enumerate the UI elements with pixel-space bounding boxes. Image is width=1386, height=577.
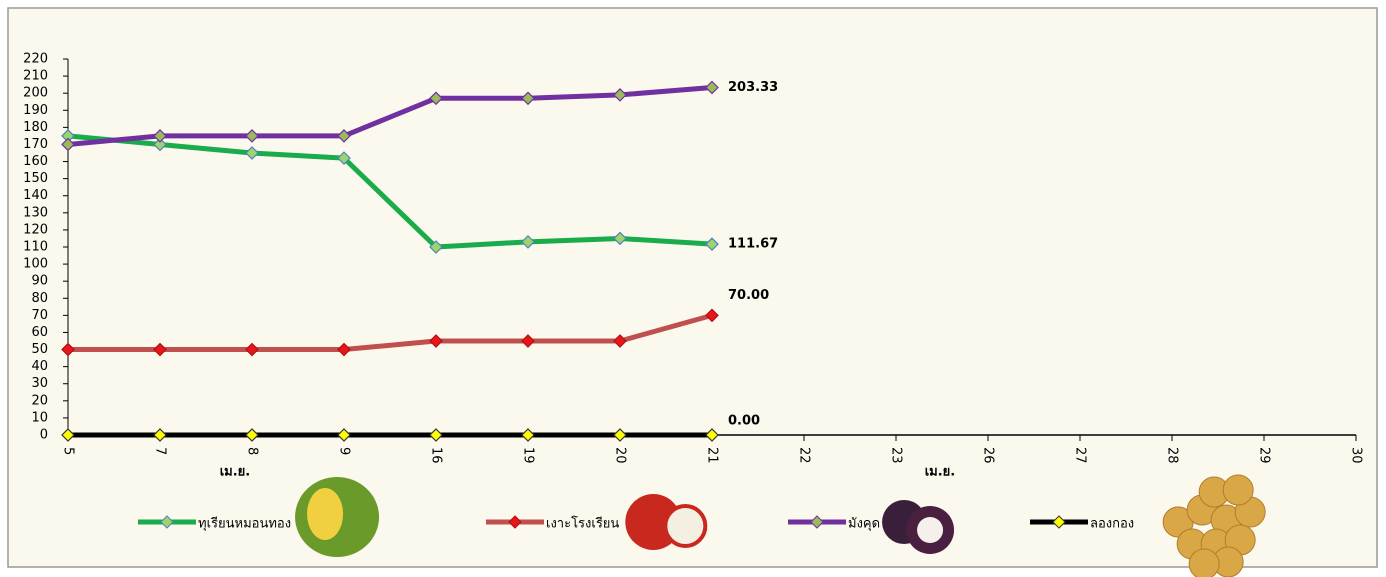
y-tick-label: 40: [31, 359, 48, 374]
y-tick-label: 50: [31, 342, 48, 357]
data-marker: [705, 308, 719, 323]
chart-frame: [7, 7, 1378, 568]
y-tick-label: 130: [23, 205, 48, 220]
x-tick-label: 16: [429, 447, 444, 464]
data-marker: [613, 428, 627, 442]
y-tick-label: 100: [23, 257, 48, 272]
legend-label: ทุเรียนหมอนทอง: [198, 516, 291, 532]
y-tick-label: 70: [31, 308, 48, 323]
x-group-label: เม.ย.: [220, 465, 251, 480]
x-tick-label: 28: [1165, 447, 1180, 464]
data-marker: [245, 129, 259, 143]
legend-marker: [508, 515, 522, 529]
data-marker: [429, 334, 443, 348]
x-tick-label: 19: [521, 447, 536, 464]
data-marker: [521, 428, 535, 442]
legend-image: [295, 477, 380, 557]
legend-image: [1162, 474, 1266, 577]
legend-marker: [160, 515, 174, 529]
y-tick-label: 120: [23, 222, 48, 237]
y-tick-label: 10: [31, 410, 48, 425]
y-tick-label: 220: [23, 52, 48, 67]
data-marker: [337, 342, 351, 357]
x-tick-label: 9: [337, 447, 352, 455]
fruit: [1188, 548, 1220, 577]
data-marker: [245, 146, 259, 160]
x-tick-label: 29: [1257, 447, 1272, 464]
x-tick-label: 26: [981, 447, 996, 464]
data-label: 203.33: [728, 80, 778, 95]
fruit: [307, 488, 344, 540]
legend-label: เงาะโรงเรียน: [546, 516, 619, 532]
data-marker: [613, 334, 627, 348]
data-marker: [613, 231, 627, 246]
y-tick-label: 60: [31, 325, 48, 340]
x-tick-label: 30: [1349, 447, 1364, 464]
series-line: [68, 312, 713, 353]
data-marker: [613, 88, 627, 102]
data-label: 111.67: [728, 237, 778, 252]
y-tick-label: 170: [23, 137, 48, 152]
series-line: [67, 84, 713, 147]
data-marker: [153, 129, 167, 143]
x-tick-label: 21: [705, 447, 720, 464]
fruit: [663, 504, 708, 548]
y-tick-label: 210: [23, 69, 48, 84]
data-marker: [705, 428, 719, 442]
data-marker: [337, 151, 351, 165]
data-marker: [429, 428, 443, 442]
legend-image: [625, 494, 708, 550]
x-tick-label: 22: [797, 447, 812, 464]
y-tick-label: 200: [23, 86, 48, 101]
x-tick-label: 8: [245, 447, 260, 455]
legend-marker: [1052, 515, 1066, 529]
data-marker: [61, 342, 75, 357]
series-line: [67, 133, 713, 250]
data-label: 0.00: [728, 414, 760, 429]
data-marker: [61, 428, 75, 442]
data-label: 70.00: [728, 288, 769, 303]
data-marker: [245, 342, 259, 357]
data-marker: [705, 237, 719, 251]
y-tick-label: 30: [31, 376, 48, 391]
y-tick-label: 90: [31, 274, 48, 289]
y-tick-label: 150: [23, 171, 48, 186]
data-marker: [245, 428, 259, 442]
data-marker: [153, 137, 167, 152]
legend-label: ลองกอง: [1090, 517, 1134, 532]
y-tick-label: 190: [23, 103, 48, 118]
data-marker: [521, 235, 535, 249]
y-tick-label: 160: [23, 154, 48, 169]
data-marker: [153, 342, 167, 357]
fruit: [1222, 474, 1254, 506]
data-marker: [521, 334, 535, 348]
data-marker: [153, 428, 167, 442]
legend-marker: [810, 515, 824, 529]
y-tick-label: 20: [31, 393, 48, 408]
data-marker: [337, 129, 351, 143]
legend-label: มังคุด: [848, 517, 880, 532]
data-marker: [429, 91, 443, 106]
x-tick-label: 23: [889, 447, 904, 464]
x-tick-label: 7: [153, 447, 168, 455]
data-marker: [705, 80, 719, 95]
x-tick-label: 27: [1073, 447, 1088, 464]
x-tick-label: 20: [613, 447, 628, 464]
y-tick-label: 0: [40, 428, 48, 443]
x-group-label: เม.ย.: [925, 465, 956, 480]
fruit: [917, 517, 944, 543]
data-marker: [521, 91, 535, 106]
data-marker: [337, 428, 351, 442]
data-marker: [429, 240, 443, 254]
legend-image: [882, 500, 955, 554]
y-tick-label: 140: [23, 188, 48, 203]
data-marker: [61, 137, 75, 152]
y-tick-label: 180: [23, 120, 48, 135]
y-tick-label: 110: [23, 240, 48, 255]
y-tick-label: 80: [31, 291, 48, 306]
x-tick-label: 5: [61, 447, 76, 455]
